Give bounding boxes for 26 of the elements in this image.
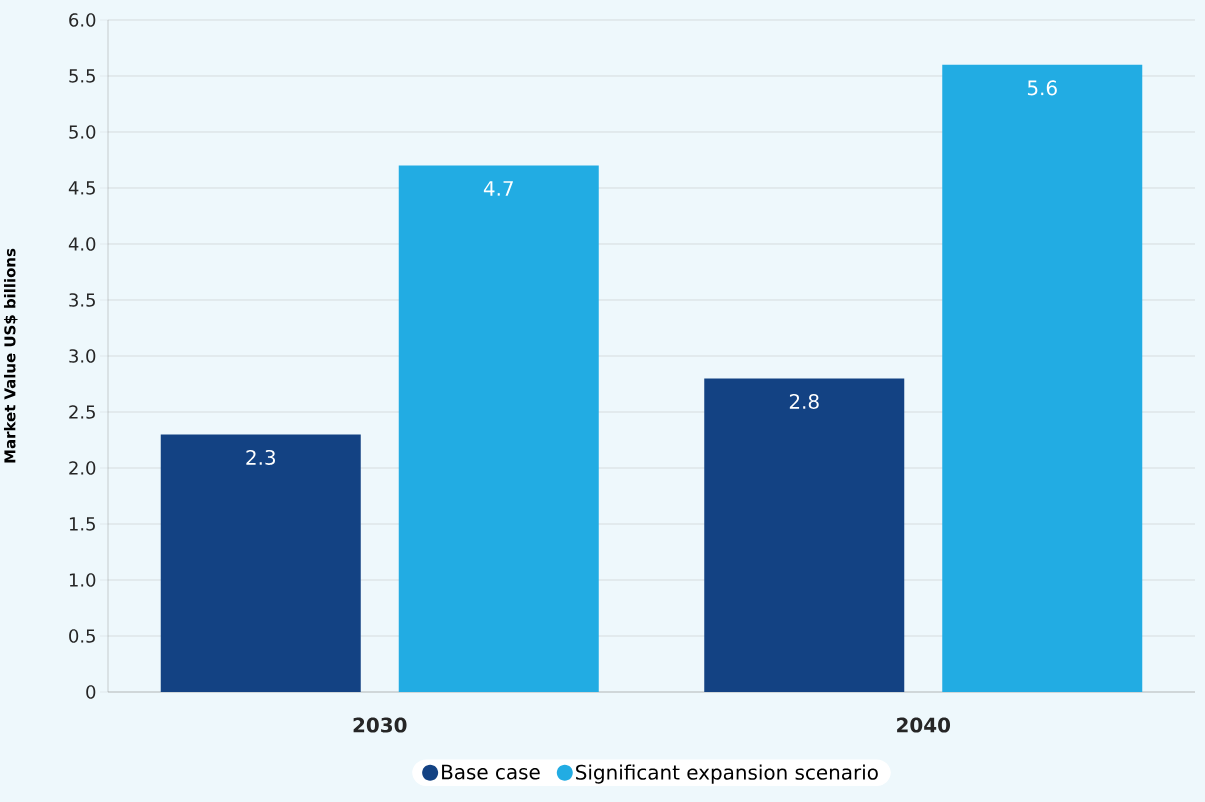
y-tick-label: 4.0 bbox=[68, 237, 96, 251]
data-label: 4.7 bbox=[483, 181, 513, 196]
data-label: 5.6 bbox=[1027, 80, 1057, 96]
y-tick-label: 6.0 bbox=[69, 13, 96, 27]
x-tick-label: 2030 bbox=[353, 717, 407, 733]
data-label: 2.8 bbox=[789, 393, 819, 409]
bar bbox=[398, 165, 599, 692]
data-label: 2.3 bbox=[246, 449, 275, 465]
y-tick-label: 5.0 bbox=[69, 125, 96, 139]
y-tick-label: 2.5 bbox=[69, 405, 95, 419]
bar bbox=[942, 64, 1143, 692]
y-tick-label: 1.5 bbox=[69, 517, 95, 531]
y-tick-label: 0.5 bbox=[69, 629, 95, 643]
legend-label: Base case bbox=[442, 764, 540, 780]
y-tick-label: 1.0 bbox=[69, 573, 96, 587]
y-tick-label: 4.5 bbox=[68, 181, 95, 195]
y-tick-label: 5.5 bbox=[69, 69, 95, 83]
y-tick-label: 3.5 bbox=[69, 293, 95, 307]
y-tick-label: 3.0 bbox=[69, 349, 96, 363]
y-tick-label: 0 bbox=[86, 685, 96, 699]
y-axis-title: Market Value US$ billions bbox=[3, 248, 18, 463]
bar bbox=[704, 378, 905, 692]
x-tick-label: 2040 bbox=[897, 717, 951, 733]
bar bbox=[160, 434, 361, 692]
legend-label: Significant expansion scenario bbox=[576, 764, 878, 784]
y-tick-label: 2.0 bbox=[69, 461, 96, 475]
